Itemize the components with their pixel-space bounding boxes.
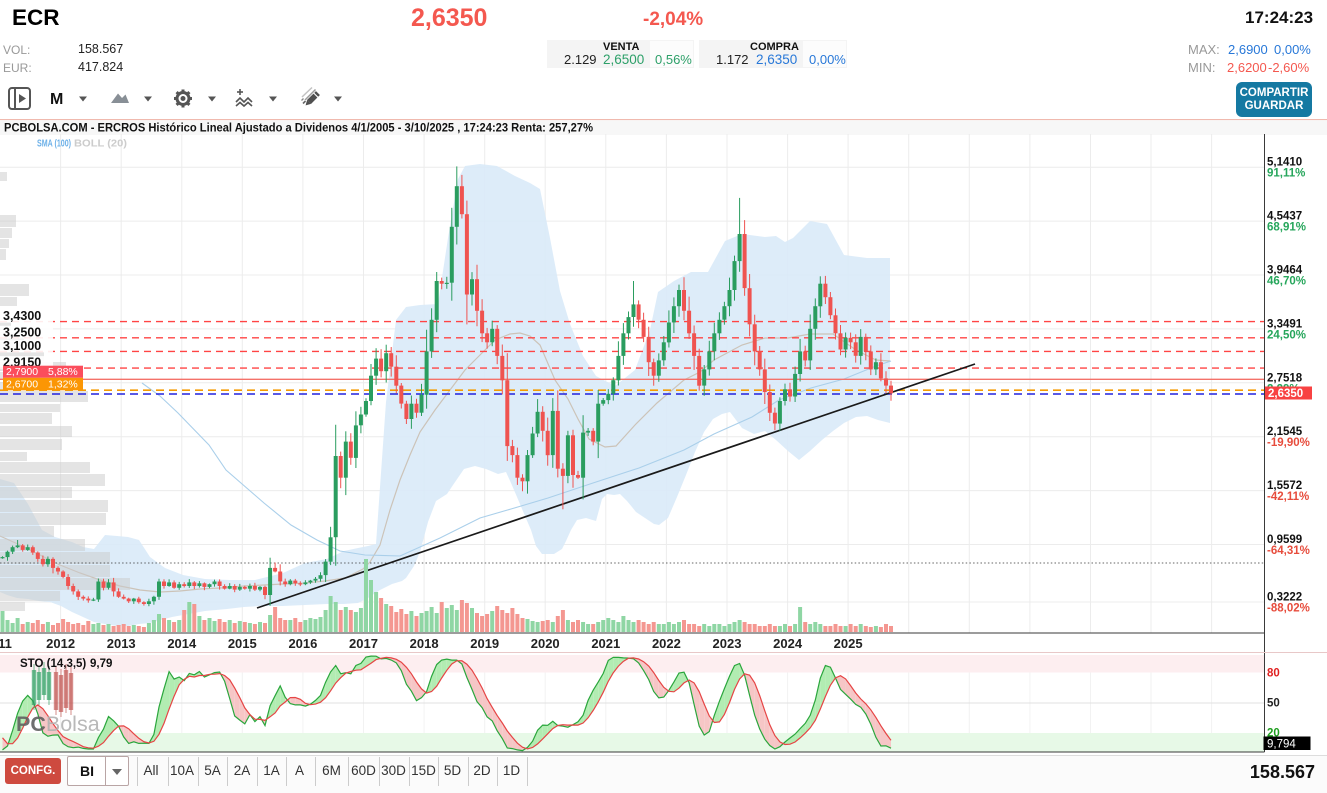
- svg-text:5,1410: 5,1410: [1267, 157, 1302, 169]
- svg-text:2019: 2019: [470, 636, 499, 651]
- svg-text:9,794: 9,794: [1267, 738, 1296, 750]
- svg-text:2020: 2020: [531, 636, 560, 651]
- svg-text:2,7900: 2,7900: [6, 366, 38, 378]
- svg-text:9,79: 9,79: [90, 658, 112, 670]
- svg-text:STO (14,3,5): STO (14,3,5): [20, 658, 86, 670]
- svg-text:2025: 2025: [834, 636, 863, 651]
- svg-text:PCBolsa: PCBolsa: [16, 712, 100, 736]
- svg-text:2018: 2018: [410, 636, 439, 651]
- svg-text:11: 11: [0, 636, 12, 651]
- svg-text:1,5572: 1,5572: [1267, 480, 1302, 492]
- svg-text:3,4300: 3,4300: [3, 309, 41, 323]
- svg-text:0,3222: 0,3222: [1267, 592, 1302, 604]
- svg-text:1,32%: 1,32%: [48, 379, 78, 391]
- svg-text:2013: 2013: [107, 636, 136, 651]
- svg-text:91,11%: 91,11%: [1267, 168, 1305, 180]
- svg-text:68,91%: 68,91%: [1267, 222, 1306, 234]
- svg-text:2017: 2017: [349, 636, 378, 651]
- svg-text:2015: 2015: [228, 636, 257, 651]
- svg-text:2023: 2023: [713, 636, 742, 651]
- svg-text:2012: 2012: [46, 636, 75, 651]
- svg-text:2016: 2016: [288, 636, 317, 651]
- svg-text:3,2500: 3,2500: [3, 325, 41, 339]
- svg-text:2,7518: 2,7518: [1267, 372, 1303, 384]
- svg-text:3,9464: 3,9464: [1267, 265, 1303, 277]
- svg-text:2024: 2024: [773, 636, 803, 651]
- svg-text:SMA (100): SMA (100): [37, 138, 71, 150]
- svg-text:5,88%: 5,88%: [48, 366, 78, 378]
- svg-text:BOLL (20): BOLL (20): [74, 138, 127, 150]
- svg-text:PCBOLSA.COM - ERCROS Histórico: PCBOLSA.COM - ERCROS Histórico Lineal Aj…: [4, 121, 593, 135]
- svg-text:3,3491: 3,3491: [1267, 318, 1303, 330]
- svg-text:2014: 2014: [167, 636, 197, 651]
- svg-text:80: 80: [1267, 668, 1280, 680]
- svg-text:-64,31%: -64,31%: [1267, 545, 1310, 557]
- svg-text:-19,90%: -19,90%: [1267, 437, 1310, 449]
- svg-text:24,50%: 24,50%: [1267, 329, 1306, 341]
- svg-text:0,9599: 0,9599: [1267, 534, 1302, 546]
- svg-text:2022: 2022: [652, 636, 681, 651]
- svg-text:4,5437: 4,5437: [1267, 211, 1302, 223]
- svg-text:-88,02%: -88,02%: [1267, 603, 1310, 615]
- svg-text:2,1545: 2,1545: [1267, 426, 1303, 438]
- svg-text:2,6350: 2,6350: [1268, 388, 1303, 400]
- svg-text:3,1000: 3,1000: [3, 339, 41, 353]
- svg-text:2021: 2021: [591, 636, 620, 651]
- svg-text:2,6700: 2,6700: [6, 379, 38, 391]
- svg-text:50: 50: [1267, 698, 1280, 710]
- svg-text:M: M: [50, 91, 63, 108]
- svg-text:46,70%: 46,70%: [1267, 276, 1306, 288]
- svg-text:-42,11%: -42,11%: [1267, 491, 1309, 503]
